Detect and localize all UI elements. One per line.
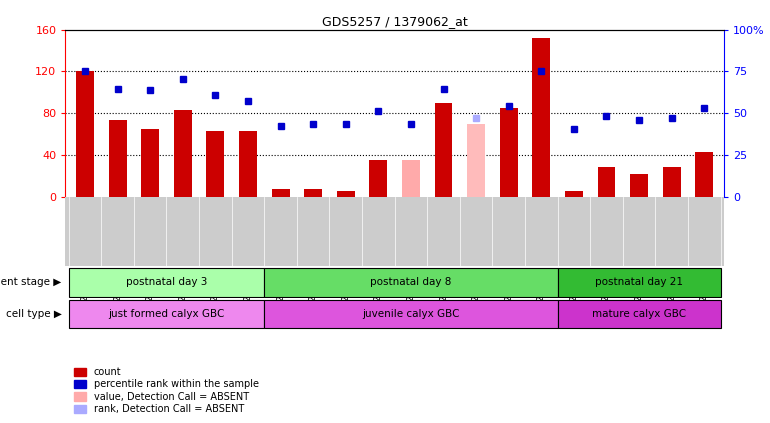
Bar [336,192,355,197]
Text: postnatal day 3: postnatal day 3 [126,277,207,287]
Bar [434,103,453,197]
Bar [141,129,159,197]
Title: GDS5257 / 1379062_at: GDS5257 / 1379062_at [322,16,467,28]
Bar [565,192,583,197]
Text: just formed calyx GBC: just formed calyx GBC [109,309,225,319]
Bar [630,174,648,197]
Bar [467,124,485,197]
Bar [206,131,224,197]
Bar [500,108,517,197]
Text: cell type ▶: cell type ▶ [5,309,62,319]
Bar [532,38,551,197]
Bar [402,160,420,197]
Legend: count, percentile rank within the sample, value, Detection Call = ABSENT, rank, : count, percentile rank within the sample… [70,363,263,418]
FancyBboxPatch shape [69,268,264,297]
Text: postnatal day 21: postnatal day 21 [595,277,683,287]
Bar [109,121,126,197]
Text: mature calyx GBC: mature calyx GBC [592,309,686,319]
Bar [695,152,713,197]
Bar [272,190,290,197]
FancyBboxPatch shape [264,300,557,328]
Bar [76,71,94,197]
FancyBboxPatch shape [557,268,721,297]
Bar [663,168,681,197]
FancyBboxPatch shape [557,300,721,328]
Bar [174,110,192,197]
Bar [370,160,387,197]
FancyBboxPatch shape [69,300,264,328]
Text: juvenile calyx GBC: juvenile calyx GBC [362,309,460,319]
Bar [598,168,615,197]
Text: development stage ▶: development stage ▶ [0,277,62,287]
Bar [304,190,322,197]
FancyBboxPatch shape [264,268,557,297]
Bar [239,131,257,197]
Text: postnatal day 8: postnatal day 8 [370,277,452,287]
